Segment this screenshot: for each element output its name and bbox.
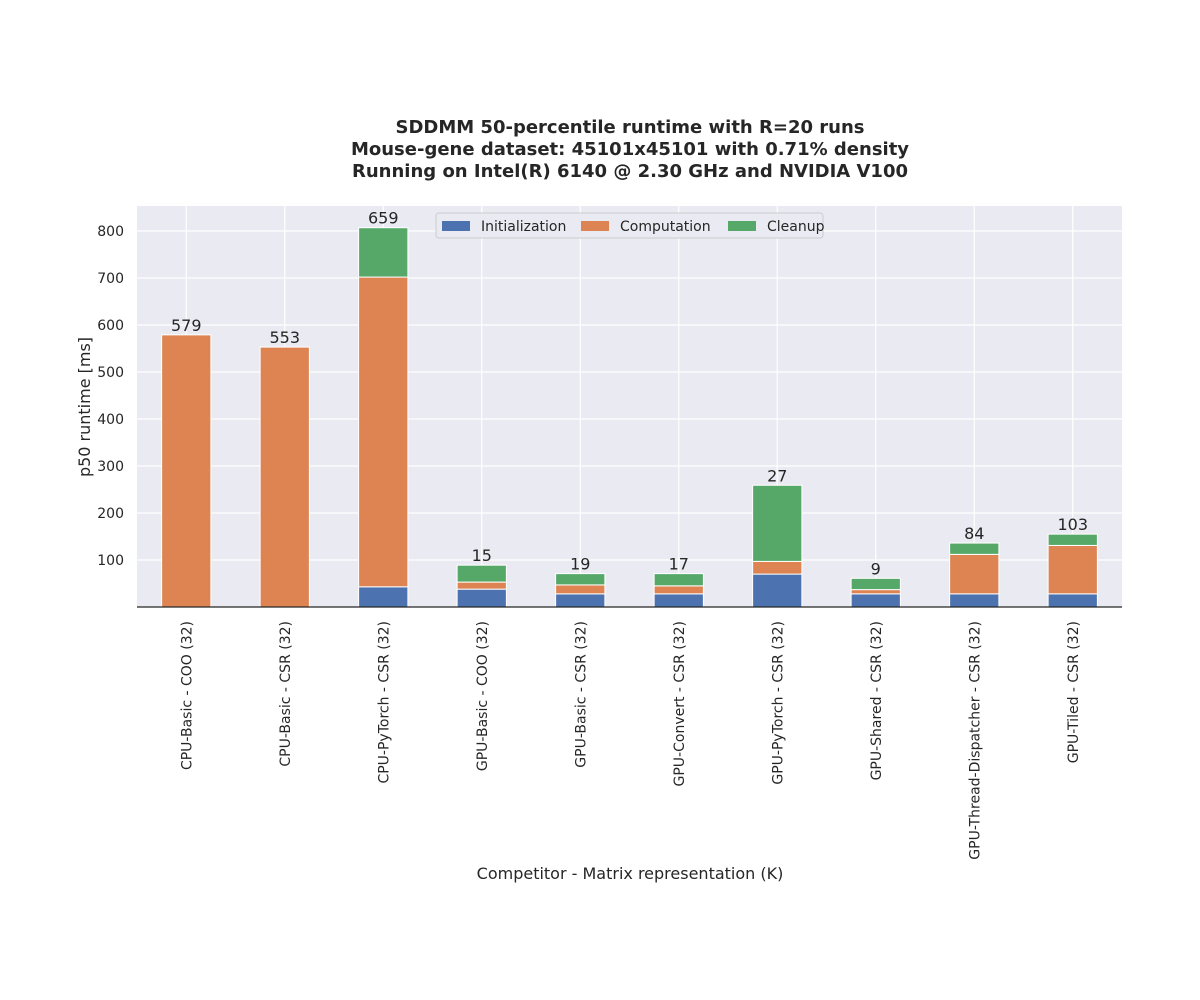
bar-segment-initialization (358, 586, 409, 608)
x-tick-label: GPU-Basic - COO (32) (475, 621, 491, 771)
bar-value-label: 27 (767, 466, 787, 485)
bar-segment-initialization (653, 593, 704, 608)
bar-segment-cleanup (1047, 533, 1098, 546)
bar-segment-computation (653, 585, 704, 595)
bar-value-label: 659 (368, 209, 399, 228)
bar-segment-initialization (456, 588, 507, 608)
title-line-1: SDDMM 50-percentile runtime with R=20 ru… (395, 117, 864, 138)
x-tick-label: GPU-Convert - CSR (32) (672, 621, 688, 786)
bar-segment-cleanup (358, 227, 409, 278)
bar-segment-initialization (1047, 593, 1098, 608)
bar-value-label: 579 (171, 316, 202, 335)
legend-label-cleanup: Cleanup (767, 219, 825, 235)
bar-value-label: 9 (871, 559, 881, 578)
bar-segment-cleanup (949, 542, 1000, 555)
x-tick-label: CPU-Basic - COO (32) (179, 621, 195, 770)
bar-segment-cleanup (555, 573, 606, 586)
bar-segment-computation (1047, 544, 1098, 595)
bar-total-labels: 579 553 659 15 19 17 27 9 84 103 (171, 209, 1088, 579)
x-tick-label: CPU-Basic - CSR (32) (278, 621, 294, 767)
bar-segment-cleanup (456, 564, 507, 583)
x-axis-label: Competitor - Matrix representation (K) (477, 864, 784, 883)
x-tick-label: GPU-Shared - CSR (32) (869, 621, 885, 780)
x-tick-label: GPU-PyTorch - CSR (32) (770, 621, 786, 785)
bar-segment-cleanup (752, 484, 803, 562)
x-tick-label: CPU-PyTorch - CSR (32) (376, 621, 392, 784)
legend-box (435, 212, 824, 239)
y-tick-label: 200 (97, 506, 124, 522)
bar-segment-initialization (555, 593, 606, 608)
bars (161, 227, 1098, 608)
y-tick-label: 800 (97, 224, 124, 240)
legend-label-computation: Computation (620, 219, 711, 235)
bar-value-label: 84 (964, 524, 984, 543)
y-tick-label: 300 (97, 459, 124, 475)
y-axis-label: p50 runtime [ms] (75, 337, 94, 477)
title-line-3: Running on Intel(R) 6140 @ 2.30 GHz and … (352, 161, 908, 182)
y-tick-label: 400 (97, 412, 124, 428)
bar-value-label: 103 (1057, 515, 1088, 534)
chart-legend: Initialization Computation Cleanup (435, 212, 825, 239)
bar-segment-cleanup (653, 573, 704, 587)
x-tick-label: GPU-Tiled - CSR (32) (1066, 621, 1082, 763)
bar-segment-computation (850, 589, 901, 595)
bar-segment-computation (259, 346, 310, 608)
y-tick-label: 600 (97, 318, 124, 334)
bar-segment-initialization (949, 593, 1000, 608)
bar-segment-initialization (850, 593, 901, 608)
legend-swatch-cleanup (728, 221, 756, 231)
bar-value-label: 15 (472, 546, 492, 565)
bar-segment-computation (456, 581, 507, 590)
title-line-2: Mouse-gene dataset: 45101x45101 with 0.7… (351, 139, 909, 160)
bar-value-label: 17 (669, 555, 689, 574)
bar-segment-computation (555, 584, 606, 595)
x-tick-label: GPU-Basic - CSR (32) (573, 621, 589, 768)
y-tick-label: 700 (97, 271, 124, 287)
bar-segment-computation (949, 553, 1000, 595)
x-tick-label: GPU-Thread-Dispatcher - CSR (32) (967, 621, 983, 860)
y-tick-label: 500 (97, 365, 124, 381)
legend-swatch-computation (581, 221, 609, 231)
chart-title: SDDMM 50-percentile runtime with R=20 ru… (351, 117, 909, 182)
bar-segment-computation (161, 334, 212, 608)
bar-segment-computation (358, 276, 409, 588)
bar-segment-computation (752, 560, 803, 575)
bar-segment-cleanup (850, 577, 901, 591)
legend-swatch-initialization (442, 221, 470, 231)
bar-segment-initialization (752, 573, 803, 608)
x-tick-labels: CPU-Basic - COO (32) CPU-Basic - CSR (32)… (179, 621, 1082, 860)
legend-label-initialization: Initialization (481, 219, 566, 235)
y-tick-labels: 100 200 300 400 500 600 700 800 (97, 224, 124, 569)
bar-value-label: 19 (570, 555, 590, 574)
bar-value-label: 553 (269, 328, 300, 347)
y-tick-label: 100 (97, 553, 124, 569)
